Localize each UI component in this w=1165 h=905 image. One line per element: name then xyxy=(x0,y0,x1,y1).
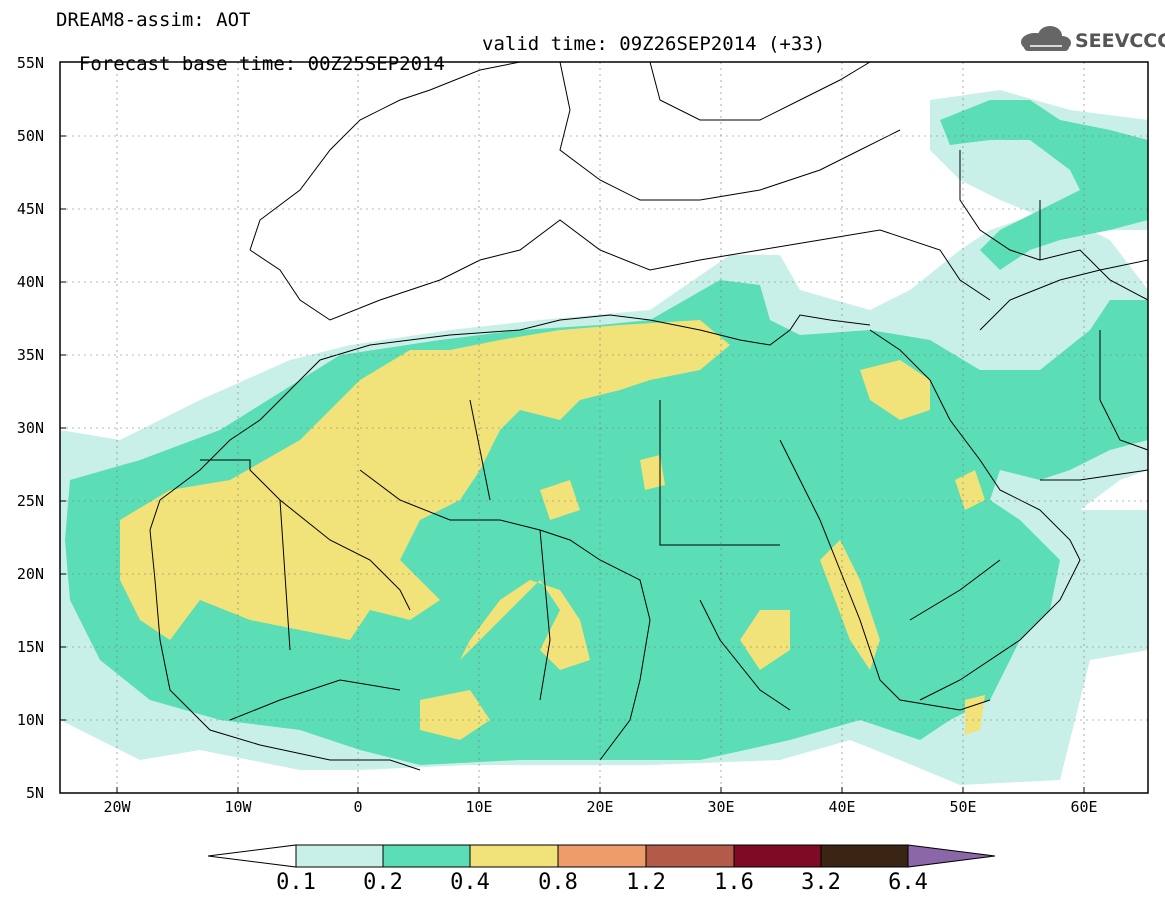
lat-label: 5N xyxy=(25,784,44,802)
aot-band-high xyxy=(120,320,985,740)
colorbar-label: 0.1 xyxy=(276,870,316,895)
colorbar-seg-2 xyxy=(382,844,471,868)
lat-label: 30N xyxy=(16,419,44,437)
colorbar-label: 3.2 xyxy=(801,870,841,895)
lon-label: 0 xyxy=(353,798,363,816)
colorbar-under-triangle xyxy=(207,844,297,868)
colorbar-seg-3 xyxy=(469,844,559,868)
colorbar-label: 1.6 xyxy=(714,870,754,895)
lon-label: 50E xyxy=(949,798,977,816)
lat-label: 10N xyxy=(16,711,44,729)
colorbar-seg-6 xyxy=(733,844,822,868)
axis-ticks xyxy=(60,135,1085,793)
lon-label: 60E xyxy=(1070,798,1098,816)
valid-time-label: valid time: 09Z26SEP2014 (+33) xyxy=(482,33,826,55)
lat-label: 35N xyxy=(16,346,44,364)
lat-label: 20N xyxy=(16,565,44,583)
base-time-label: Forecast base time: 00Z25SEP2014 xyxy=(78,53,445,75)
colorbar-label: 0.4 xyxy=(450,870,490,895)
colorbar-label: 6.4 xyxy=(888,870,928,895)
seevccc-logo-text: SEEVCCC xyxy=(1075,30,1165,52)
lat-label: 25N xyxy=(16,492,44,510)
lon-label: 10W xyxy=(224,798,252,816)
map-title: DREAM8-assim: AOT xyxy=(56,9,251,31)
colorbar-seg-1 xyxy=(295,844,384,868)
colorbar-label: 0.8 xyxy=(538,870,578,895)
lat-label: 55N xyxy=(16,54,44,72)
lat-label: 40N xyxy=(16,273,44,291)
map-subtitle: Forecast base time: 00Z25SEP2014 xyxy=(56,34,445,74)
lon-label: 10E xyxy=(465,798,493,816)
colorbar xyxy=(207,844,996,868)
lon-label: 30E xyxy=(707,798,735,816)
gridlines xyxy=(60,62,1148,793)
coastlines xyxy=(149,61,1149,771)
colorbar-over-triangle xyxy=(907,844,996,868)
lon-label: 20E xyxy=(586,798,614,816)
lat-label: 15N xyxy=(16,638,44,656)
colorbar-seg-5 xyxy=(645,844,735,868)
lon-label: 40E xyxy=(828,798,856,816)
colorbar-label: 0.2 xyxy=(363,870,403,895)
colorbar-seg-7 xyxy=(820,844,909,868)
lon-label: 20W xyxy=(103,798,131,816)
seevccc-logo-icon xyxy=(1021,26,1071,51)
colorbar-seg-4 xyxy=(557,844,647,868)
lat-label: 45N xyxy=(16,200,44,218)
lat-label: 50N xyxy=(16,127,44,145)
colorbar-label: 1.2 xyxy=(626,870,666,895)
